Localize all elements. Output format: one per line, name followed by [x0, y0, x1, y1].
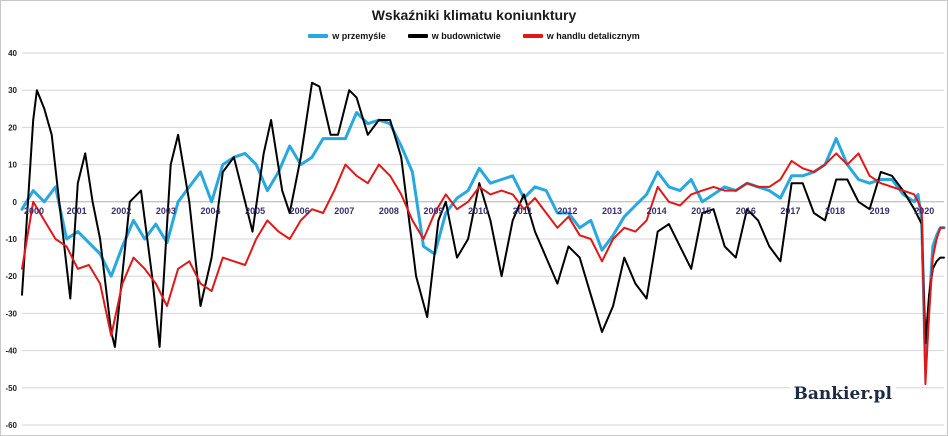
y-tick-label: 10 — [8, 161, 17, 170]
x-tick-label: 2019 — [870, 206, 890, 216]
y-tick-label: -30 — [5, 309, 17, 318]
y-tick-label: -50 — [5, 384, 17, 393]
series-line-construction — [21, 81, 945, 348]
y-tick-label: -40 — [5, 347, 17, 356]
y-tick-label: -10 — [5, 235, 17, 244]
brand-logo: Bankier.pl — [789, 384, 896, 404]
x-tick-label: 2017 — [780, 206, 800, 216]
x-tick-label: 2011 — [513, 206, 533, 216]
x-tick-label: 2004 — [200, 206, 220, 216]
x-tick-label: 2010 — [468, 206, 488, 216]
x-tick-label: 2014 — [647, 206, 667, 216]
x-tick-label: 2009 — [424, 206, 444, 216]
x-tick-label: 2001 — [67, 206, 87, 216]
legend-swatch-industry — [308, 34, 329, 38]
legend-item-industry: w przemyśle — [308, 31, 386, 41]
x-tick-label: 2000 — [24, 206, 44, 216]
y-axis-tick-labels: 40 30 20 10 0 -10 -20 -30 -40 -50 -60 — [5, 49, 17, 430]
y-tick-label: -20 — [5, 272, 17, 281]
chart-title: Wskaźniki klimatu koniunktury — [371, 7, 577, 23]
legend-swatch-retail — [522, 34, 543, 38]
x-tick-label: 2002 — [111, 206, 131, 216]
legend-label-retail: w handlu detalicznym — [546, 31, 640, 41]
legend-item-construction: w budownictwie — [407, 31, 501, 41]
y-tick-label: -60 — [5, 421, 17, 430]
x-tick-label: 2016 — [736, 206, 756, 216]
x-tick-label: 2012 — [557, 206, 577, 216]
x-tick-label: 2013 — [602, 206, 622, 216]
legend-label-construction: w budownictwie — [431, 31, 501, 41]
y-tick-label: 20 — [8, 123, 17, 132]
y-tick-label: 30 — [8, 86, 17, 95]
x-tick-label: 2015 — [691, 206, 711, 216]
y-tick-label: 0 — [13, 198, 18, 207]
x-tick-label: 2008 — [379, 206, 399, 216]
series-line-retail — [21, 152, 945, 386]
x-axis-tick-labels: 2000 2001 2002 2003 2004 2005 2006 2007 2008 2009… — [24, 206, 934, 216]
x-tick-label: 2020 — [914, 206, 934, 216]
x-tick-label: 2007 — [334, 206, 354, 216]
legend-label-industry: w przemyśle — [332, 31, 386, 41]
x-tick-label: 2003 — [156, 206, 176, 216]
x-tick-label: 2018 — [825, 206, 845, 216]
chart-legend: w przemyśle w budownictwie w handlu deta… — [0, 31, 948, 41]
series-lines — [20, 81, 946, 386]
x-tick-label: 2005 — [245, 206, 265, 216]
legend-swatch-construction — [407, 34, 428, 38]
legend-item-retail: w handlu detalicznym — [522, 31, 640, 41]
series-line-industry — [20, 111, 946, 367]
x-tick-label: 2006 — [290, 206, 310, 216]
y-tick-label: 40 — [8, 49, 17, 58]
grid-lines — [22, 52, 944, 426]
